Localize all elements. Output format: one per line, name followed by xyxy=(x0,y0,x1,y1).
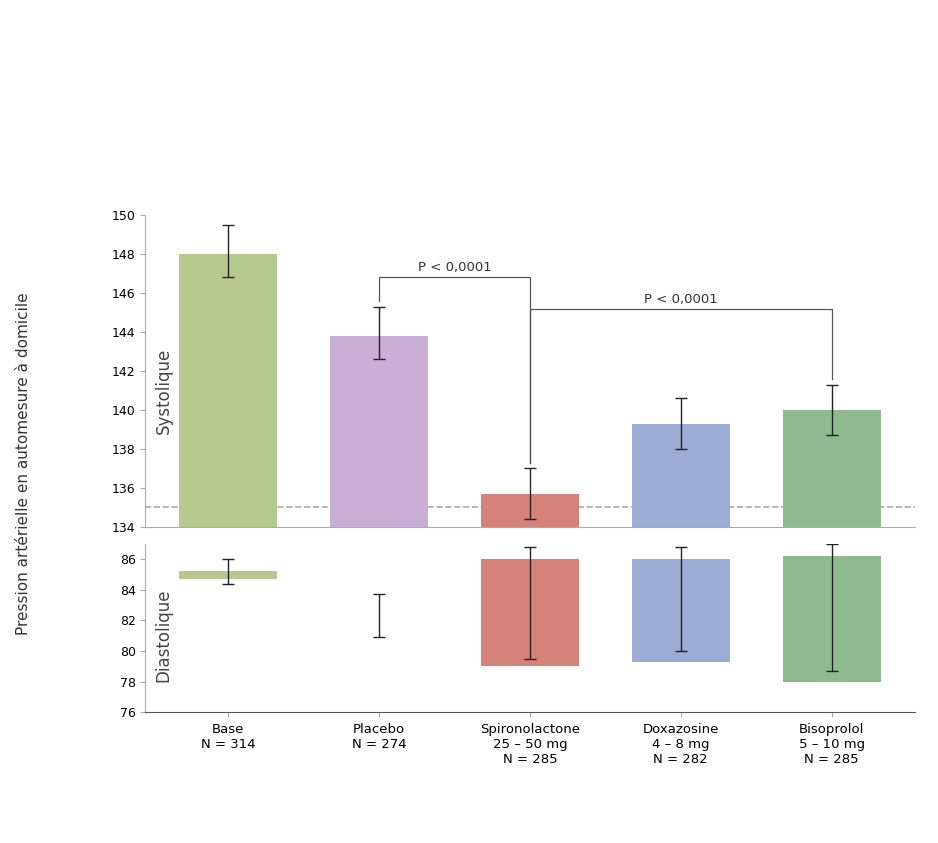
Text: FIGURE 6. PATHWAY-2. Résultat pour le critère
principal d’évaluation (variations: FIGURE 6. PATHWAY-2. Résultat pour le cr… xyxy=(23,60,643,147)
Bar xyxy=(179,254,278,527)
Bar xyxy=(782,410,881,527)
Bar xyxy=(782,556,881,682)
Bar xyxy=(481,559,579,666)
Text: P < 0,0001: P < 0,0001 xyxy=(417,261,492,275)
Text: Systolique: Systolique xyxy=(155,347,173,433)
Bar xyxy=(330,336,428,527)
Text: Diastolique: Diastolique xyxy=(155,589,173,683)
Bar xyxy=(632,423,730,527)
Bar xyxy=(481,494,579,527)
Bar xyxy=(179,572,278,579)
Text: Pression artérielle en automesure à domicile: Pression artérielle en automesure à domi… xyxy=(16,293,31,635)
Text: P < 0,0001: P < 0,0001 xyxy=(643,293,718,306)
Bar xyxy=(632,559,730,662)
